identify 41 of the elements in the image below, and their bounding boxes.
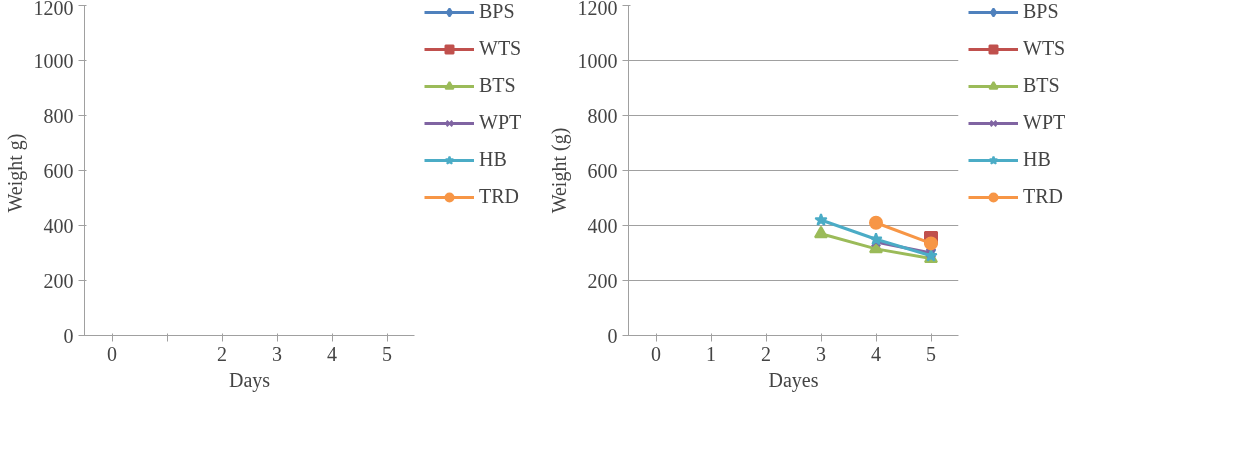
y-tick-label: 400 xyxy=(43,214,74,237)
x-tick-label: 2 xyxy=(217,342,227,365)
legend-label: WTS xyxy=(479,37,522,60)
y-tick-label: 1200 xyxy=(33,0,74,19)
y-tick-label: 0 xyxy=(607,324,618,347)
x-tick-label: 1 xyxy=(706,342,716,365)
x-tick-label: 2 xyxy=(761,342,771,365)
x-tick-label: 3 xyxy=(816,342,826,365)
y-tick-label: 600 xyxy=(587,159,618,182)
legend-label: TRD xyxy=(1023,185,1063,208)
y-tick-label: 1000 xyxy=(577,49,618,72)
legend-label: BPS xyxy=(479,0,515,23)
x-axis-title: Dayes xyxy=(768,368,819,392)
legend-label: WPT xyxy=(479,111,522,134)
y-axis-title: Weight g) xyxy=(3,133,27,213)
x-tick-label: 5 xyxy=(382,342,392,365)
y-tick-label: 200 xyxy=(587,269,618,292)
y-tick-label: 1000 xyxy=(33,49,74,72)
y-tick-label: 1200 xyxy=(577,0,618,19)
legend-label: TRD xyxy=(479,185,519,208)
y-tick-label: 400 xyxy=(587,214,618,237)
x-tick-label: 5 xyxy=(926,342,936,365)
legend-label: BTS xyxy=(479,74,516,97)
y-tick-label: 200 xyxy=(43,269,74,292)
x-tick-label: 3 xyxy=(272,342,282,365)
legend-label: HB xyxy=(1023,148,1051,171)
legend-label: WTS xyxy=(1023,37,1066,60)
x-tick-label: 0 xyxy=(651,342,661,365)
legend-label: BTS xyxy=(1023,74,1060,97)
y-tick-label: 800 xyxy=(43,104,74,127)
x-tick-label: 0 xyxy=(107,342,117,365)
y-tick-label: 600 xyxy=(43,159,74,182)
y-tick-label: 0 xyxy=(63,324,74,347)
x-tick-label: 4 xyxy=(327,342,337,365)
y-tick-label: 800 xyxy=(587,104,618,127)
x-axis-title: Days xyxy=(228,368,271,392)
legend-label: BPS xyxy=(1023,0,1059,23)
legend-label: HB xyxy=(479,148,507,171)
x-tick-label: 4 xyxy=(871,342,881,365)
legend-label: WPT xyxy=(1023,111,1066,134)
y-axis-title: Weight (g) xyxy=(547,127,571,214)
